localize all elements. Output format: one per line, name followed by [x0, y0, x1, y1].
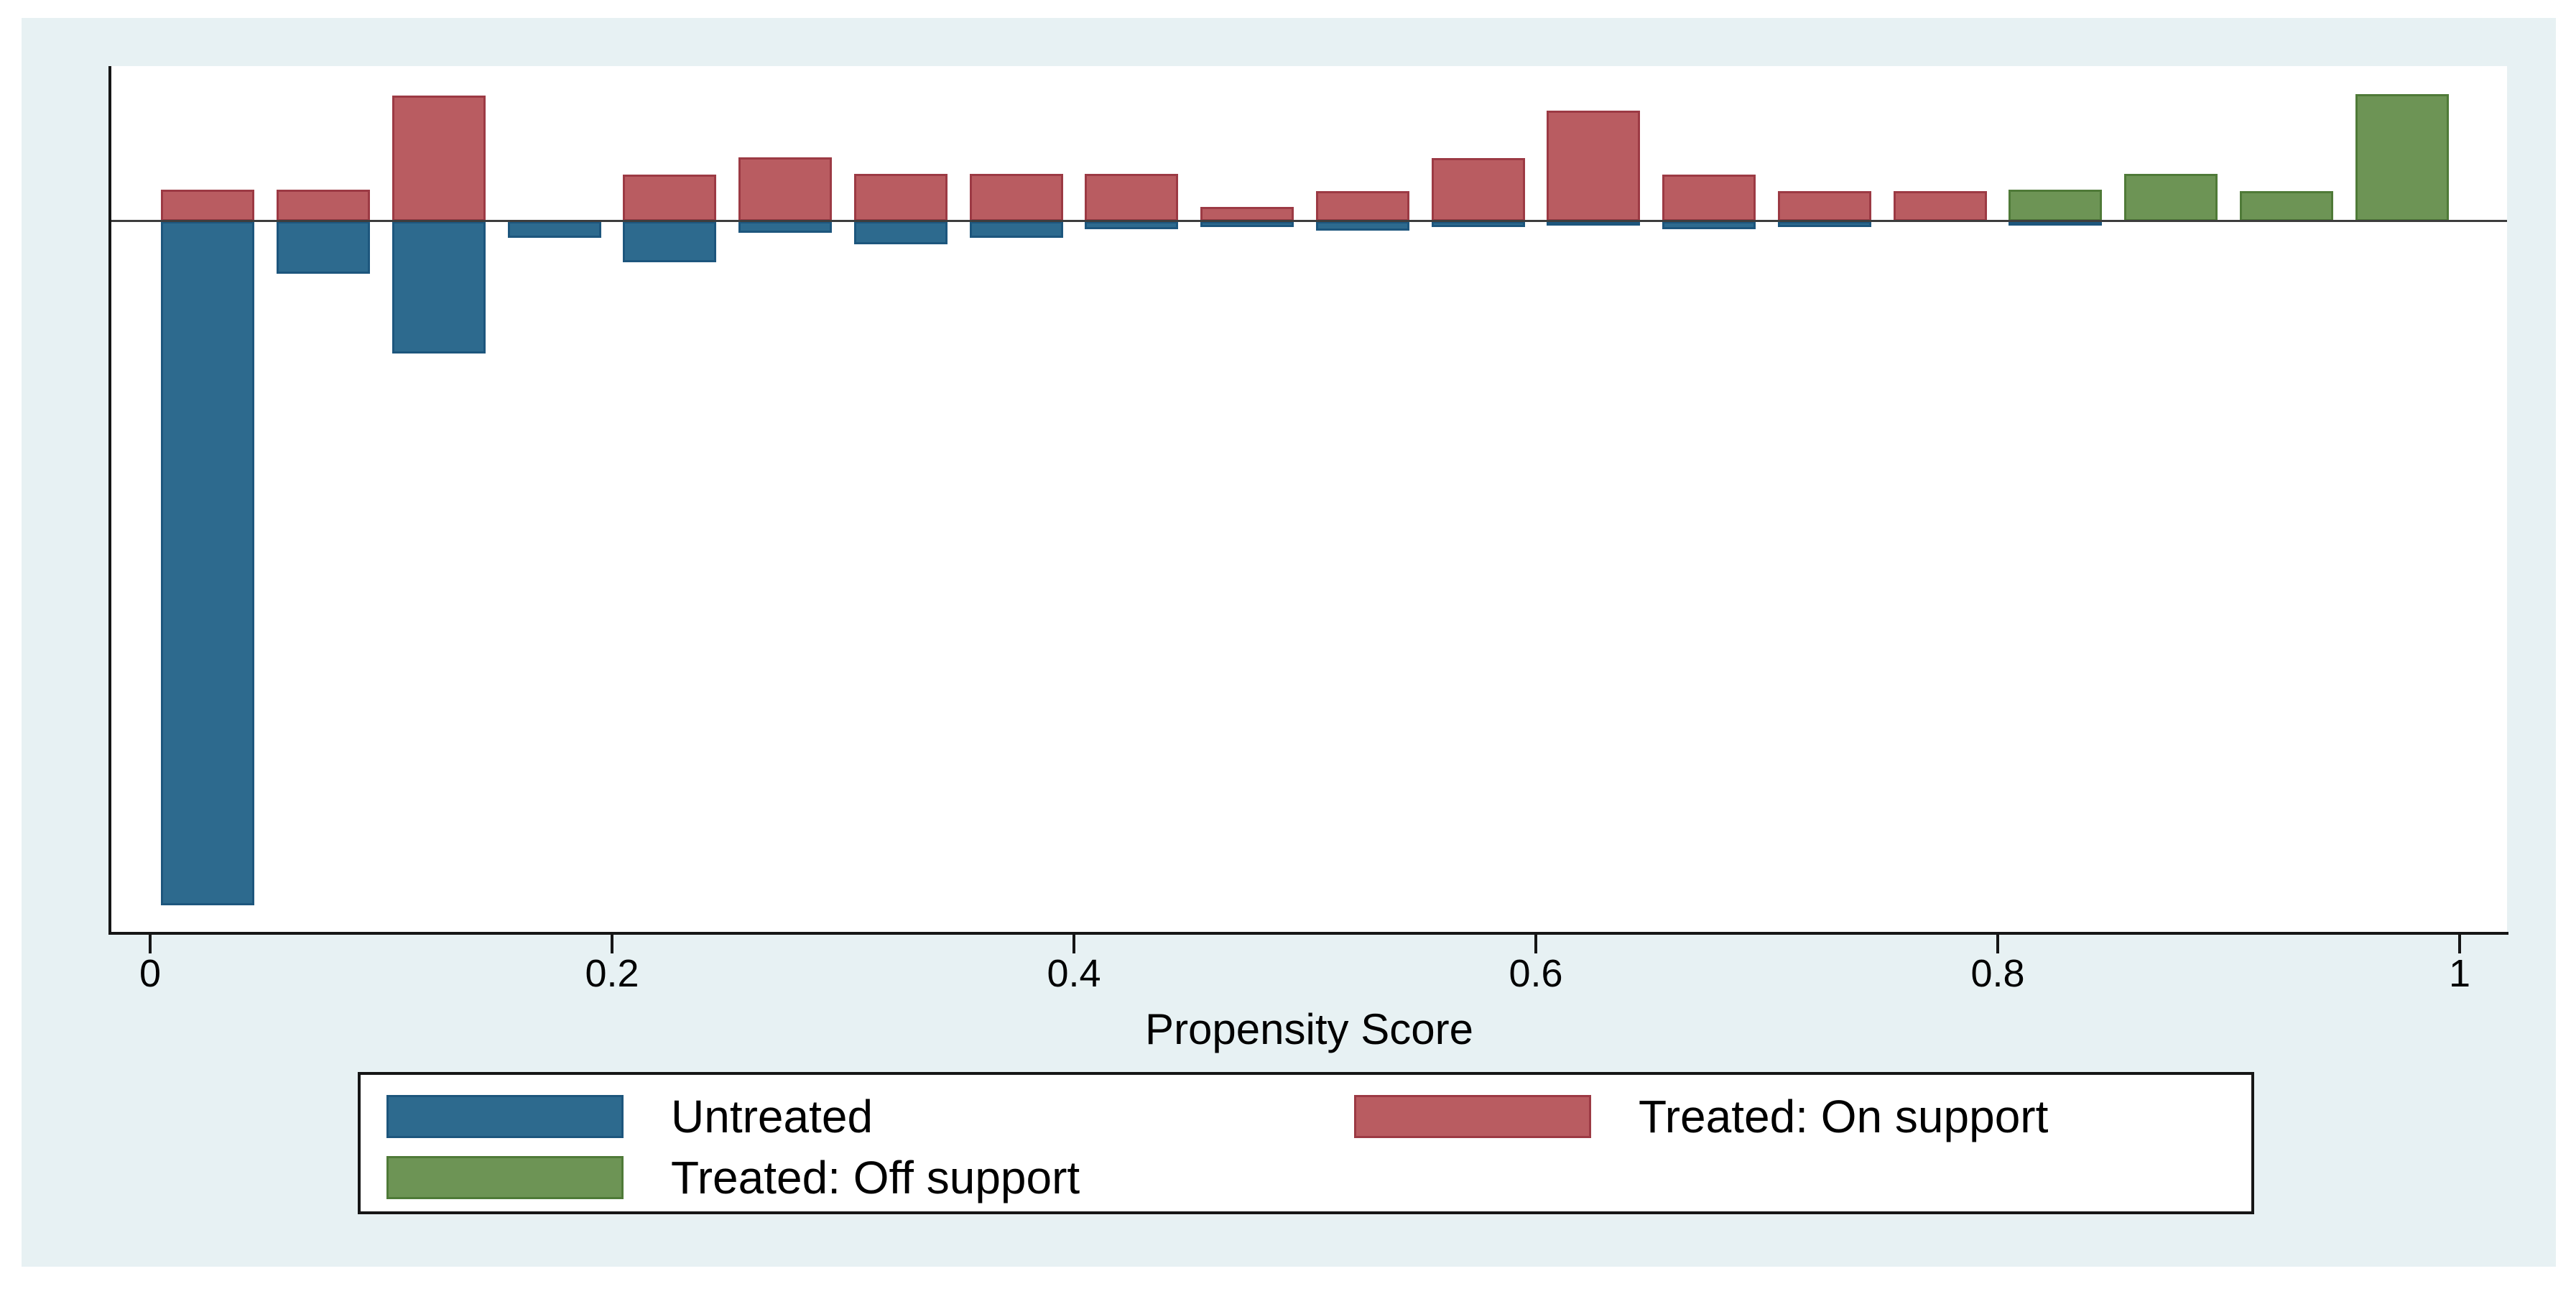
x-axis-tick-label: 0.4	[1047, 952, 1101, 995]
bar-treated-on-support	[970, 174, 1063, 221]
bar-treated-off-support	[2009, 190, 2102, 221]
x-axis-tick-mark	[1996, 935, 1999, 953]
bar-untreated	[508, 221, 601, 238]
legend-swatch-treated-off-support	[386, 1156, 624, 1199]
bar-treated-on-support	[1778, 191, 1871, 221]
bar-untreated	[1085, 221, 1178, 229]
legend-label-treated-off-support: Treated: Off support	[671, 1152, 1080, 1203]
bar-untreated	[277, 221, 370, 274]
x-axis-tick-label: 0.8	[1970, 952, 2025, 995]
bar-untreated	[623, 221, 716, 262]
bar-treated-on-support	[1662, 175, 1756, 221]
bar-treated-off-support	[2355, 94, 2449, 221]
legend-swatch-untreated	[386, 1095, 624, 1138]
bar-untreated	[1662, 221, 1756, 229]
x-axis-title: Propensity Score	[1145, 1005, 1473, 1053]
bar-untreated	[1432, 221, 1525, 227]
x-axis-tick-mark	[149, 935, 152, 953]
bar-treated-on-support	[623, 175, 716, 221]
x-axis-tick-mark	[2458, 935, 2461, 953]
bar-treated-on-support	[392, 96, 486, 221]
bar-treated-on-support	[738, 157, 832, 221]
bar-untreated	[1547, 221, 1640, 226]
bar-untreated	[1778, 221, 1871, 227]
bar-untreated	[738, 221, 832, 233]
bar-untreated	[1200, 221, 1294, 227]
bar-treated-on-support	[1432, 158, 1525, 221]
x-axis-tick-mark	[1072, 935, 1075, 953]
bar-treated-on-support	[1894, 191, 1987, 221]
bar-treated-on-support	[1547, 111, 1640, 221]
zero-baseline	[111, 220, 2507, 222]
bar-untreated	[1316, 221, 1409, 231]
plot-area	[111, 66, 2507, 932]
bar-treated-on-support	[1085, 174, 1178, 221]
bar-treated-on-support	[1200, 207, 1294, 221]
x-axis-tick-label: 0.6	[1509, 952, 1563, 995]
x-axis-tick-label: 0.2	[585, 952, 639, 995]
bar-treated-on-support	[1316, 191, 1409, 221]
bar-untreated	[2009, 221, 2102, 226]
bar-treated-on-support	[854, 174, 948, 221]
bar-untreated	[854, 221, 948, 244]
legend-label-untreated: Untreated	[671, 1091, 874, 1142]
bar-treated-off-support	[2124, 174, 2218, 221]
legend-swatch-treated-on-support	[1354, 1095, 1591, 1138]
x-axis-tick-label: 0	[139, 952, 162, 995]
x-axis-tick-mark	[1534, 935, 1537, 953]
bar-treated-on-support	[161, 190, 254, 221]
legend-label-treated-on-support: Treated: On support	[1639, 1091, 2049, 1142]
bar-untreated	[970, 221, 1063, 238]
x-axis-tick-label: 1	[2448, 952, 2471, 995]
y-axis-line	[108, 66, 111, 935]
legend: Untreated Treated: On support Treated: O…	[358, 1072, 2254, 1214]
bar-untreated	[392, 221, 486, 353]
bar-treated-off-support	[2240, 191, 2333, 221]
x-axis-tick-mark	[611, 935, 613, 953]
bar-treated-on-support	[277, 190, 370, 221]
x-axis-line	[108, 932, 2508, 935]
bar-untreated	[161, 221, 254, 905]
